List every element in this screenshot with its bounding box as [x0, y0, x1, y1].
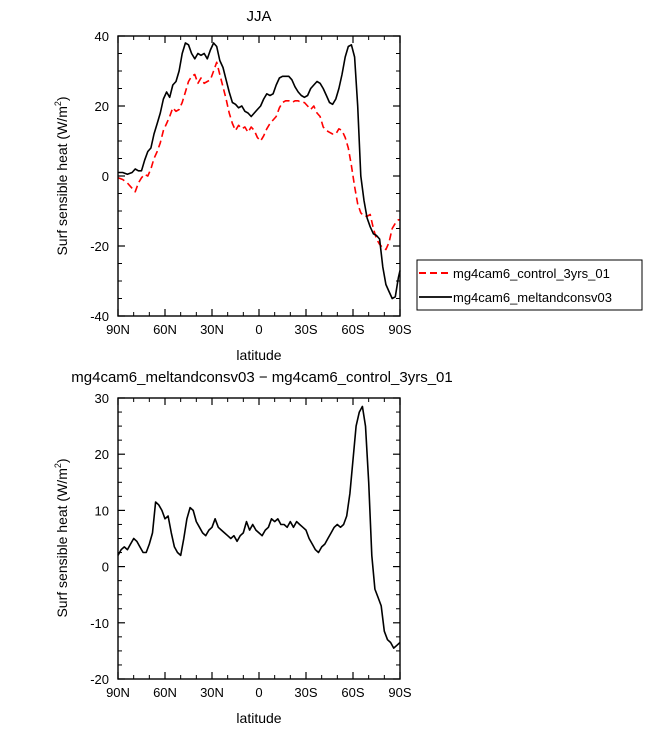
y-axis-label: Surf sensible heat (W/m2): [53, 96, 70, 255]
y-tick-label: -10: [90, 616, 109, 631]
x-tick-label: 30S: [294, 685, 317, 700]
x-tick-label: 30S: [294, 322, 317, 337]
x-tick-label: 60S: [341, 322, 364, 337]
legend-box: [416, 259, 643, 311]
x-tick-label: 90N: [106, 685, 130, 700]
x-axis-label: latitude: [236, 347, 281, 363]
y-tick-label: 20: [95, 99, 109, 114]
x-tick-label: 60N: [153, 322, 177, 337]
series-line-0: [117, 405, 401, 649]
x-tick-label: 30N: [200, 685, 224, 700]
y-axis-label-main: Surf sensible heat (W/m: [54, 468, 70, 617]
y-tick-label: 40: [95, 29, 109, 44]
chart-title: JJA: [246, 8, 271, 25]
chart-title-diff: mg4cam6_meltandconsv03 − mg4cam6_control…: [71, 369, 452, 386]
y-axis-label-sup: 2: [53, 101, 63, 106]
data-lines: [117, 405, 401, 649]
x-tick-label: 0: [255, 322, 262, 337]
y-tick-label: 20: [95, 447, 109, 462]
y-axis-label-main: Surf sensible heat (W/m: [54, 106, 70, 255]
axis-ticks: [117, 397, 401, 680]
x-tick-label: 90S: [388, 685, 411, 700]
chart-panel-top: JJA 90N 60N 30N 0 30S 60S 90S -40 -20 0 20 40 lati…: [53, 8, 643, 363]
legend: mg4cam6_control_3yrs_01 mg4cam6_meltandc…: [416, 259, 643, 311]
chart-panel-bottom: mg4cam6_meltandconsv03 − mg4cam6_control…: [53, 369, 453, 726]
data-lines: [117, 42, 401, 300]
x-tick-label: 30N: [200, 322, 224, 337]
y-tick-label: 30: [95, 391, 109, 406]
x-axis-label: latitude: [236, 710, 281, 726]
y-axis-label-end: ): [54, 458, 70, 463]
y-axis-label-end: ): [54, 96, 70, 101]
series-line-0: [117, 61, 400, 251]
x-tick-labels: 90N 60N 30N 0 30S 60S 90S: [106, 685, 412, 700]
plot-frame: [117, 35, 401, 317]
y-tick-label: 0: [102, 169, 109, 184]
x-tick-label: 60N: [153, 685, 177, 700]
y-axis-label: Surf sensible heat (W/m2): [53, 458, 70, 617]
y-tick-label: -40: [90, 309, 109, 324]
legend-label-melt: mg4cam6_meltandconsv03: [453, 290, 612, 305]
y-tick-label: 0: [102, 560, 109, 575]
y-tick-labels: -20 -10 0 10 20 30: [90, 391, 109, 687]
x-tick-labels: 90N 60N 30N 0 30S 60S 90S: [106, 322, 412, 337]
x-tick-label: 0: [255, 685, 262, 700]
y-tick-label: 10: [95, 503, 109, 518]
y-axis-label-sup: 2: [53, 463, 63, 468]
plot-frame: [117, 397, 401, 680]
y-tick-label: -20: [90, 239, 109, 254]
series-line-1: [118, 42, 401, 300]
y-tick-labels: -40 -20 0 20 40: [90, 29, 109, 324]
y-tick-label: -20: [90, 672, 109, 687]
x-tick-label: 60S: [341, 685, 364, 700]
x-tick-label: 90N: [106, 322, 130, 337]
legend-label-control: mg4cam6_control_3yrs_01: [453, 266, 610, 281]
axis-ticks: [117, 35, 401, 317]
x-tick-label: 90S: [388, 322, 411, 337]
